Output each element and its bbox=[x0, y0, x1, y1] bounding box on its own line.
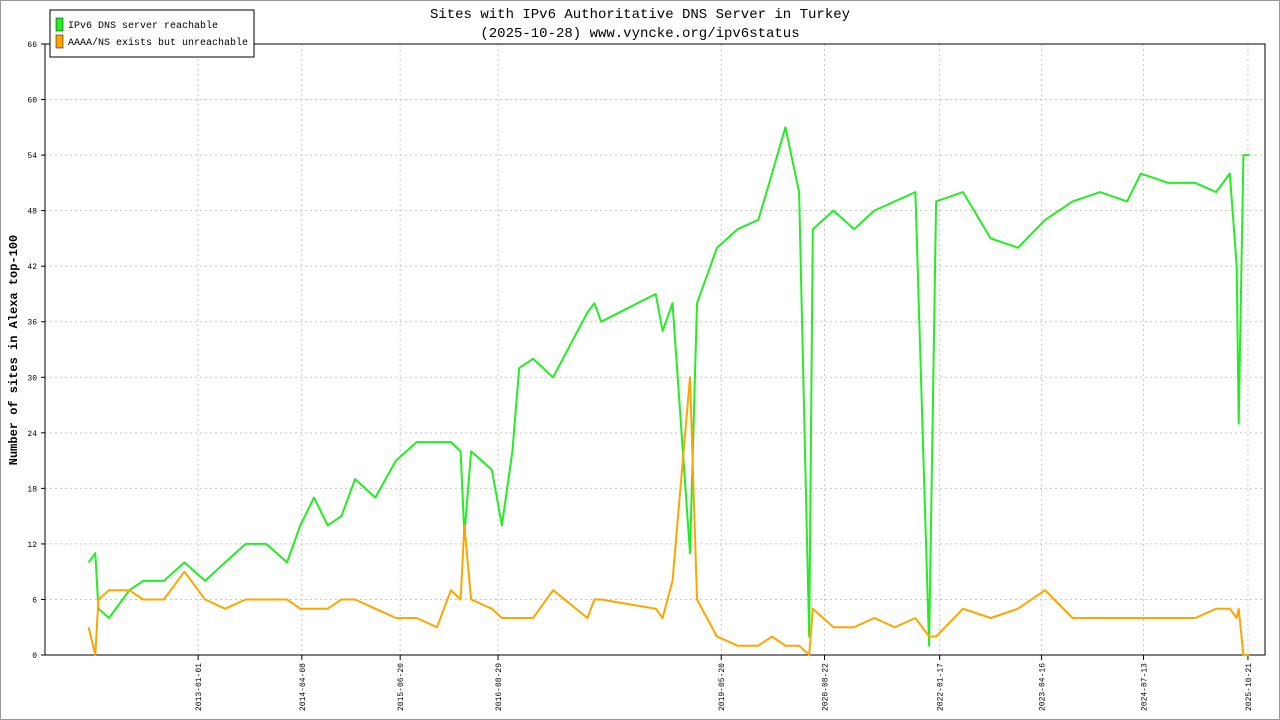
legend-label: IPv6 DNS server reachable bbox=[68, 20, 218, 32]
legend-swatch bbox=[55, 17, 64, 32]
x-tick-label: 2013-01-01 bbox=[195, 663, 204, 711]
x-tick-label: 2020-08-22 bbox=[822, 663, 831, 711]
x-tick-label: 2023-04-16 bbox=[1039, 663, 1048, 711]
series-line bbox=[87, 126, 1250, 647]
y-tick-label: 24 bbox=[27, 430, 37, 439]
chart-subtitle: (2025-10-28) www.vyncke.org/ipv6status bbox=[480, 26, 799, 42]
y-tick-label: 60 bbox=[27, 97, 37, 106]
y-axis-label: Number of sites in Alexa top-100 bbox=[7, 235, 21, 465]
x-tick-label: 2019-05-20 bbox=[718, 663, 727, 711]
plot-area bbox=[44, 43, 1266, 656]
x-tick-label: 2014-04-08 bbox=[299, 663, 308, 711]
y-tick-label: 54 bbox=[27, 152, 37, 161]
y-tick-label: 42 bbox=[27, 263, 37, 272]
legend: IPv6 DNS server reachable AAAA/NS exists … bbox=[49, 9, 255, 58]
y-tick-label: 12 bbox=[27, 541, 37, 550]
chart-title: Sites with IPv6 Authoritative DNS Server… bbox=[430, 7, 850, 23]
y-tick-label: 30 bbox=[27, 374, 37, 383]
x-tick-label: 2016-08-29 bbox=[495, 663, 504, 711]
y-tick-label: 18 bbox=[27, 485, 37, 494]
x-tick-label: 2025-10-21 bbox=[1245, 663, 1254, 711]
x-tick-label: 2015-06-20 bbox=[397, 663, 406, 711]
y-tick-label: 66 bbox=[27, 41, 37, 50]
legend-swatch bbox=[55, 34, 64, 49]
y-tick-label: 0 bbox=[32, 652, 37, 661]
y-tick-label: 6 bbox=[32, 596, 37, 605]
legend-label: AAAA/NS exists but unreachable bbox=[68, 37, 248, 49]
y-tick-label: 36 bbox=[27, 319, 37, 328]
x-tick-label: 2022-01-17 bbox=[937, 663, 946, 711]
y-tick-label: 48 bbox=[27, 208, 37, 217]
series-line bbox=[87, 376, 1250, 656]
x-tick-label: 2024-07-13 bbox=[1141, 663, 1150, 711]
legend-box bbox=[49, 9, 255, 58]
